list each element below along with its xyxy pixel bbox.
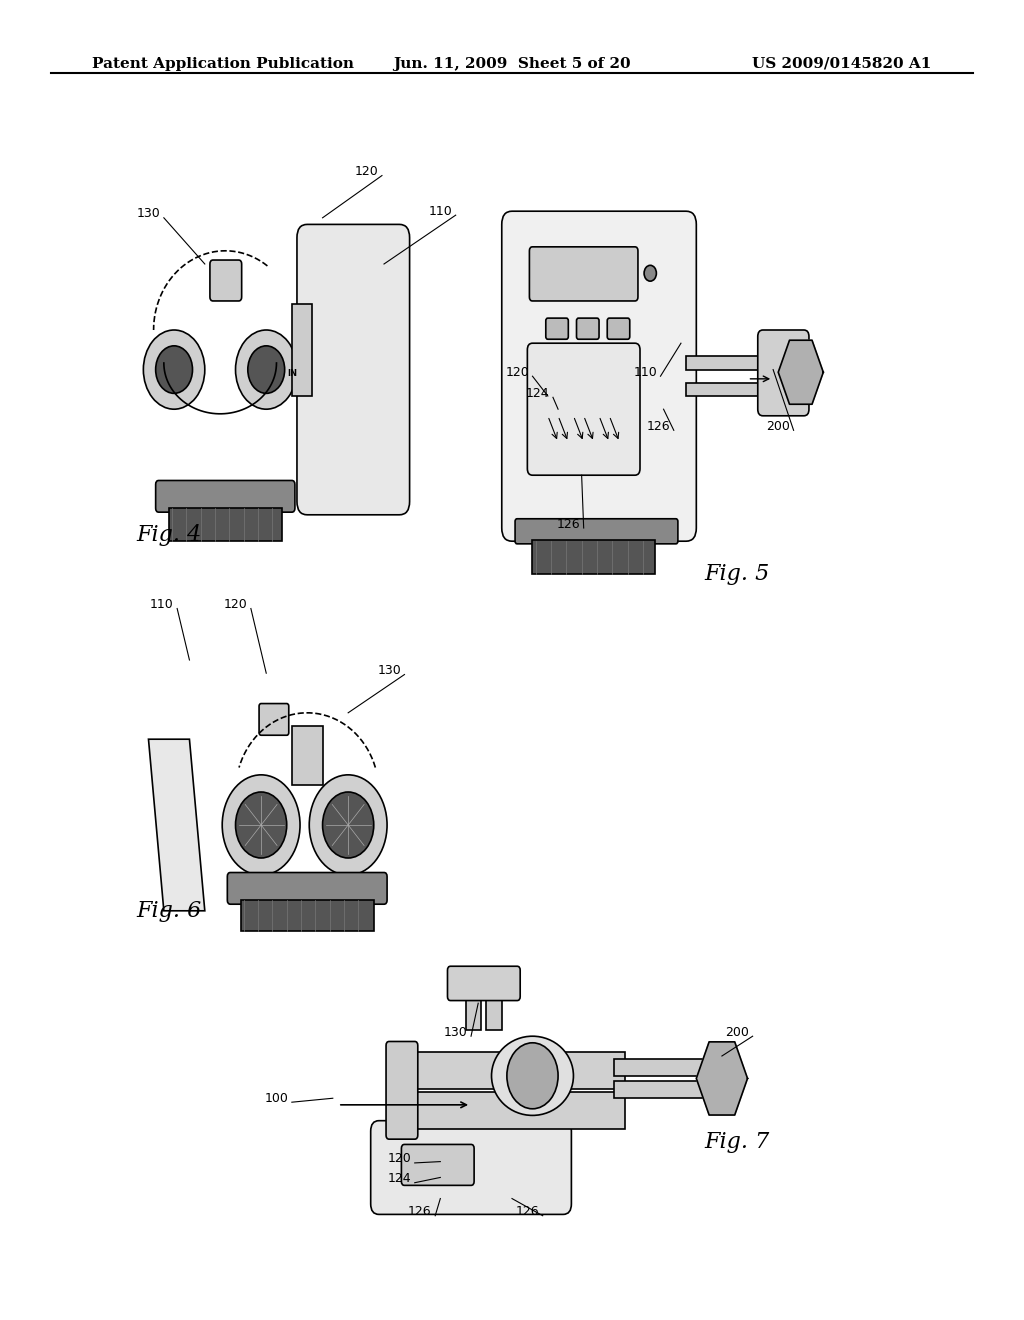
Circle shape — [644, 265, 656, 281]
Text: Jun. 11, 2009  Sheet 5 of 20: Jun. 11, 2009 Sheet 5 of 20 — [393, 57, 631, 71]
Text: US 2009/0145820 A1: US 2009/0145820 A1 — [753, 57, 932, 71]
Text: 200: 200 — [766, 420, 791, 433]
FancyBboxPatch shape — [502, 211, 696, 541]
FancyBboxPatch shape — [259, 704, 289, 735]
FancyBboxPatch shape — [156, 480, 295, 512]
Text: IN: IN — [287, 370, 297, 378]
Text: 126: 126 — [408, 1205, 432, 1218]
FancyBboxPatch shape — [447, 966, 520, 1001]
Text: 110: 110 — [428, 205, 453, 218]
Text: Fig. 5: Fig. 5 — [705, 564, 770, 585]
Circle shape — [236, 330, 297, 409]
Text: Fig. 4: Fig. 4 — [136, 524, 202, 545]
Text: 120: 120 — [387, 1152, 412, 1166]
Text: 120: 120 — [223, 598, 248, 611]
FancyBboxPatch shape — [607, 318, 630, 339]
Circle shape — [507, 1043, 558, 1109]
Circle shape — [236, 792, 287, 858]
FancyBboxPatch shape — [227, 873, 387, 904]
Bar — [389, 1092, 625, 1129]
FancyBboxPatch shape — [758, 330, 809, 416]
Text: Patent Application Publication: Patent Application Publication — [92, 57, 354, 71]
Polygon shape — [696, 1041, 748, 1115]
Text: 126: 126 — [556, 517, 581, 531]
FancyBboxPatch shape — [577, 318, 599, 339]
FancyBboxPatch shape — [529, 247, 638, 301]
Text: 120: 120 — [354, 165, 379, 178]
FancyBboxPatch shape — [371, 1121, 571, 1214]
Bar — [292, 726, 323, 785]
Circle shape — [309, 775, 387, 875]
Bar — [389, 1052, 625, 1089]
Bar — [686, 383, 768, 396]
FancyBboxPatch shape — [210, 260, 242, 301]
Text: 124: 124 — [387, 1172, 412, 1185]
FancyBboxPatch shape — [386, 1041, 418, 1139]
Text: 120: 120 — [505, 366, 529, 379]
Bar — [466, 990, 481, 1030]
FancyBboxPatch shape — [515, 519, 678, 544]
Text: 126: 126 — [646, 420, 671, 433]
Bar — [169, 508, 282, 541]
Bar — [532, 540, 655, 574]
Ellipse shape — [492, 1036, 573, 1115]
FancyBboxPatch shape — [546, 318, 568, 339]
Text: 100: 100 — [264, 1092, 289, 1105]
Polygon shape — [778, 341, 823, 404]
Bar — [241, 900, 374, 931]
FancyBboxPatch shape — [401, 1144, 474, 1185]
Bar — [614, 1059, 707, 1076]
Circle shape — [222, 775, 300, 875]
Circle shape — [248, 346, 285, 393]
Circle shape — [143, 330, 205, 409]
Bar — [686, 356, 768, 370]
FancyBboxPatch shape — [297, 224, 410, 515]
Bar — [614, 1081, 707, 1098]
Text: Fig. 6: Fig. 6 — [136, 900, 202, 921]
Text: 124: 124 — [525, 387, 550, 400]
Bar — [292, 304, 312, 396]
Text: 126: 126 — [515, 1205, 540, 1218]
Text: 130: 130 — [377, 664, 401, 677]
Polygon shape — [148, 739, 205, 911]
Circle shape — [323, 792, 374, 858]
Text: Fig. 7: Fig. 7 — [705, 1131, 770, 1152]
Text: 110: 110 — [150, 598, 174, 611]
Text: 200: 200 — [725, 1026, 750, 1039]
Circle shape — [156, 346, 193, 393]
Bar — [486, 990, 502, 1030]
FancyBboxPatch shape — [527, 343, 640, 475]
Text: 130: 130 — [443, 1026, 468, 1039]
Text: 130: 130 — [136, 207, 161, 220]
Text: 110: 110 — [633, 366, 657, 379]
